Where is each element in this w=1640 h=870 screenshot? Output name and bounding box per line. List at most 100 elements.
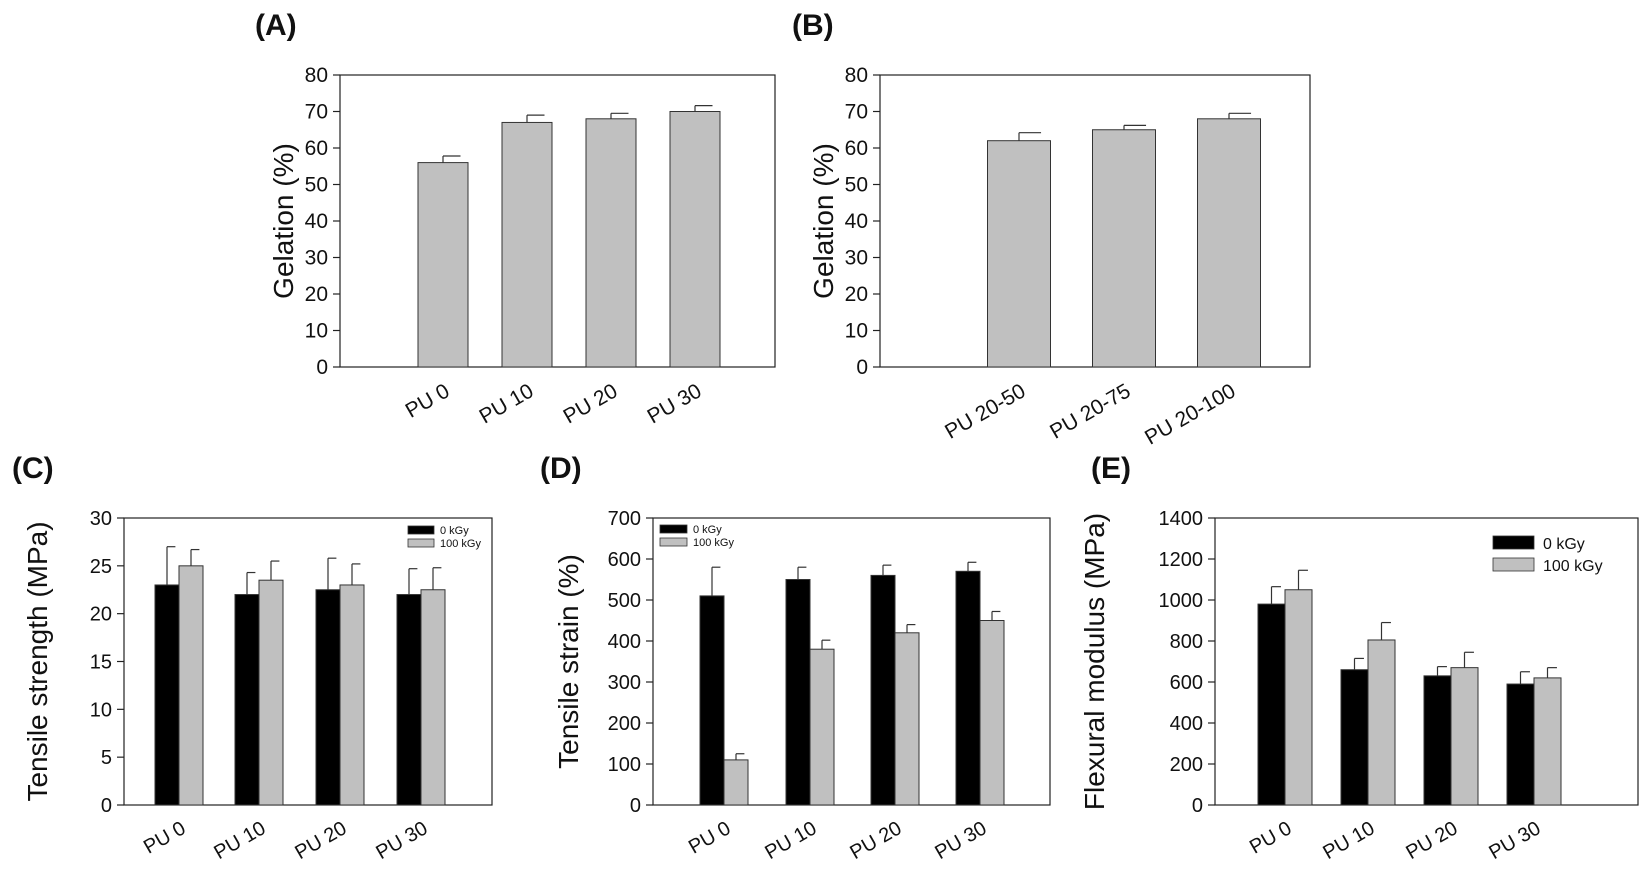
x-tick-label: PU 30 bbox=[1485, 817, 1544, 864]
y-tick-label: 30 bbox=[90, 508, 112, 530]
y-tick-label: 300 bbox=[608, 672, 641, 694]
chart-panel-a: (A) 0 10 20 30 40 50 60 70 80 Gelation (%) PU 0 PU 1… bbox=[255, 9, 776, 429]
y-tick-label: 40 bbox=[305, 210, 328, 233]
y-tick-label: 20 bbox=[90, 604, 112, 626]
y-tick-label: 15 bbox=[90, 652, 112, 674]
x-tick-label: PU 30 bbox=[931, 817, 990, 864]
y-tick-label: 500 bbox=[608, 590, 641, 612]
x-tick-label: PU 0 bbox=[140, 817, 190, 858]
x-tick-label: PU 30 bbox=[372, 817, 431, 864]
x-tick-label: PU 10 bbox=[1319, 817, 1378, 864]
bar bbox=[1284, 589, 1313, 806]
panel-label: (A) bbox=[255, 9, 297, 42]
y-tick-label: 10 bbox=[90, 699, 112, 721]
legend-label: 100 kGy bbox=[1543, 558, 1603, 575]
y-tick-label: 0 bbox=[316, 356, 328, 379]
bar bbox=[1197, 118, 1261, 368]
chart-panel-e: (E) 0 200 400 600 800 1000 1200 1400 Flexural mod… bbox=[1079, 452, 1639, 864]
x-tick-label: PU 10 bbox=[210, 817, 269, 864]
x-tick-label: PU 10 bbox=[475, 379, 537, 428]
y-tick-label: 10 bbox=[845, 320, 868, 343]
y-tick-label: 200 bbox=[1170, 754, 1203, 776]
x-tick-label: PU 20-50 bbox=[941, 379, 1029, 443]
bar bbox=[809, 648, 835, 806]
x-tick-label: PU 20 bbox=[846, 817, 905, 864]
legend-swatch bbox=[407, 538, 435, 548]
x-tick-label: PU 20-100 bbox=[1141, 379, 1239, 449]
bar bbox=[1423, 675, 1452, 806]
bar bbox=[870, 574, 896, 806]
y-tick-label: 10 bbox=[305, 320, 328, 343]
chart-panel-d: (D) 0 100 200 300 400 500 600 700 Tensile strain … bbox=[540, 452, 1051, 864]
y-tick-label: 25 bbox=[90, 556, 112, 578]
y-tick-label: 20 bbox=[845, 283, 868, 306]
y-tick-label: 70 bbox=[845, 101, 868, 124]
y-tick-label: 60 bbox=[305, 137, 328, 160]
x-tick-label: PU 0 bbox=[685, 817, 735, 858]
y-tick-label: 1400 bbox=[1159, 508, 1204, 530]
panel-label: (E) bbox=[1091, 452, 1131, 485]
bar bbox=[234, 594, 260, 806]
legend-swatch bbox=[1492, 557, 1535, 572]
bar bbox=[1092, 129, 1156, 368]
bar bbox=[987, 140, 1051, 368]
legend-swatch bbox=[659, 524, 688, 534]
bar bbox=[699, 595, 725, 806]
y-axis-label: Flexural modulus (MPa) bbox=[1079, 513, 1110, 810]
bar bbox=[894, 632, 920, 806]
y-axis-label: Gelation (%) bbox=[268, 143, 299, 299]
panel-label: (B) bbox=[792, 9, 834, 42]
y-tick-label: 1000 bbox=[1159, 590, 1204, 612]
y-tick-label: 30 bbox=[305, 247, 328, 270]
y-tick-label: 80 bbox=[305, 64, 328, 87]
y-tick-label: 40 bbox=[845, 210, 868, 233]
y-tick-label: 60 bbox=[845, 137, 868, 160]
bar bbox=[339, 584, 365, 806]
bar bbox=[258, 579, 284, 806]
x-tick-label: PU 10 bbox=[761, 817, 820, 864]
bar bbox=[723, 759, 749, 806]
bar bbox=[420, 589, 446, 806]
bar bbox=[955, 570, 981, 806]
y-tick-label: 80 bbox=[845, 64, 868, 87]
plot-frame bbox=[652, 517, 1051, 806]
y-tick-label: 700 bbox=[608, 508, 641, 530]
y-tick-label: 20 bbox=[305, 283, 328, 306]
x-tick-label: PU 0 bbox=[1246, 817, 1296, 858]
y-tick-label: 200 bbox=[608, 713, 641, 735]
y-tick-label: 100 bbox=[608, 754, 641, 776]
y-tick-label: 70 bbox=[305, 101, 328, 124]
bar bbox=[785, 579, 811, 806]
y-tick-label: 400 bbox=[608, 631, 641, 653]
x-tick-label: PU 20 bbox=[291, 817, 350, 864]
chart-panel-b: (B) 0 10 20 30 40 50 60 70 80 Gelation (%) PU 20-50… bbox=[792, 9, 1311, 450]
y-tick-label: 30 bbox=[845, 247, 868, 270]
bar bbox=[417, 162, 469, 368]
x-tick-label: PU 30 bbox=[643, 379, 705, 428]
y-tick-label: 50 bbox=[845, 174, 868, 197]
bar bbox=[1506, 683, 1535, 806]
x-tick-label: PU 20 bbox=[1402, 817, 1461, 864]
y-tick-label: 50 bbox=[305, 174, 328, 197]
bar bbox=[501, 121, 553, 368]
y-tick-label: 600 bbox=[1170, 672, 1203, 694]
bar bbox=[979, 620, 1005, 806]
legend-label: 0 kGy bbox=[440, 525, 469, 537]
legend-label: 100 kGy bbox=[440, 538, 481, 550]
panel-label: (C) bbox=[12, 452, 54, 485]
bar bbox=[154, 584, 180, 806]
y-tick-label: 1200 bbox=[1159, 549, 1204, 571]
y-tick-label: 0 bbox=[856, 356, 868, 379]
bar bbox=[585, 118, 637, 368]
bar bbox=[396, 594, 422, 806]
y-tick-label: 400 bbox=[1170, 713, 1203, 735]
bar bbox=[315, 589, 341, 806]
x-tick-label: PU 20 bbox=[559, 379, 621, 428]
legend-swatch bbox=[659, 537, 688, 547]
y-tick-label: 0 bbox=[101, 795, 112, 817]
bar bbox=[1450, 667, 1479, 806]
